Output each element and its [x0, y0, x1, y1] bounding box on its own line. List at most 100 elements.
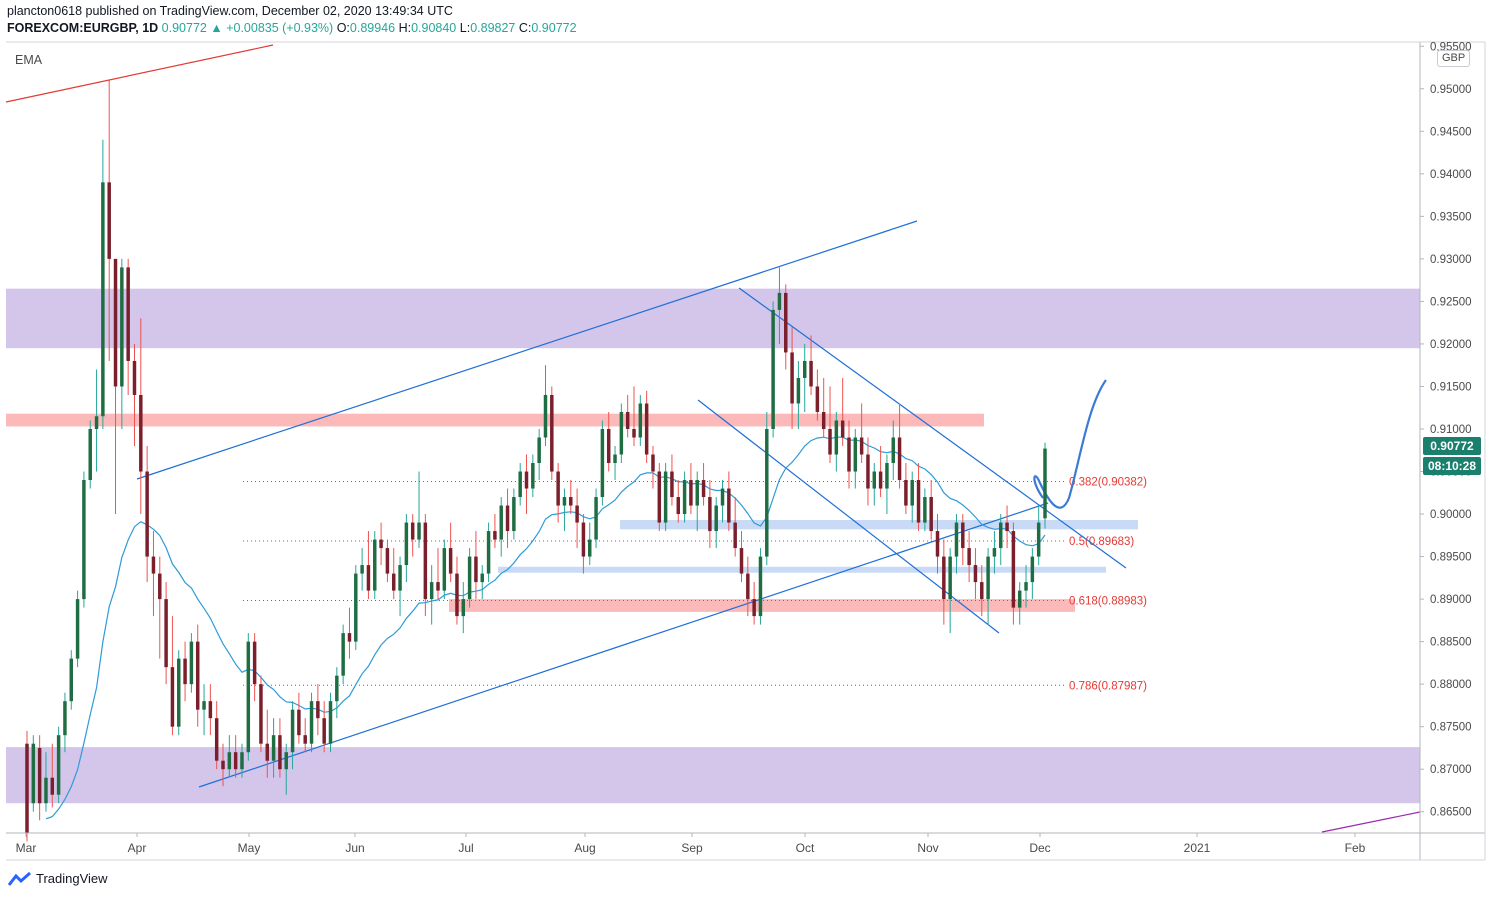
candle	[777, 267, 782, 344]
candle-body	[132, 360, 137, 395]
candle	[644, 390, 649, 464]
candle	[1036, 505, 1041, 566]
candle-body	[758, 556, 763, 617]
candle-body	[164, 599, 168, 668]
x-tick-label: Apr	[128, 841, 147, 855]
y-tick-label: 0.92000	[1430, 339, 1472, 351]
candle-body	[265, 743, 270, 761]
candle-body	[37, 747, 42, 804]
candle-body	[271, 735, 276, 761]
candle	[50, 743, 55, 808]
candle	[347, 607, 352, 659]
y-tick-label: 0.91000	[1430, 424, 1472, 436]
candle	[284, 743, 288, 795]
ema-indicator-label[interactable]: EMA	[15, 53, 43, 67]
x-tick-label: Oct	[796, 841, 815, 855]
symbol-label[interactable]: FOREXCOM:EURGBP, 1D	[7, 21, 159, 35]
candle-body	[961, 522, 965, 549]
last-price: 0.90772	[161, 21, 207, 35]
y-tick-label: 0.87000	[1430, 764, 1472, 776]
candle	[720, 480, 725, 523]
candle	[164, 582, 168, 685]
candle-body	[202, 701, 206, 710]
candle	[999, 514, 1003, 566]
candle-body	[878, 471, 883, 489]
candle-body	[410, 522, 415, 540]
axes-layer: 0.955000.950000.945000.940000.935000.930…	[6, 41, 1486, 861]
tradingview-logo[interactable]: TradingView	[8, 871, 108, 886]
candle-body	[335, 675, 339, 702]
candle	[543, 365, 548, 447]
candle-body	[44, 777, 48, 804]
candle	[980, 565, 984, 617]
candle	[1017, 582, 1022, 625]
x-tick-label: Dec	[1029, 841, 1050, 855]
candle-body	[208, 701, 213, 719]
candle-body	[689, 480, 693, 506]
candle	[101, 139, 105, 429]
candle-body	[866, 454, 870, 489]
blue-zone-4	[620, 520, 1138, 530]
candle	[113, 258, 118, 515]
candle	[499, 497, 503, 557]
candle	[834, 411, 839, 472]
candle	[132, 343, 137, 447]
ohlc-line: FOREXCOM:EURGBP, 1D 0.90772 ▲ +0.00835 (…	[7, 20, 577, 37]
candle-body	[935, 531, 940, 557]
y-tick-label: 0.88000	[1430, 679, 1472, 691]
candle-body	[948, 556, 952, 600]
candle	[708, 480, 712, 549]
candle-body	[859, 437, 864, 455]
candle	[429, 565, 434, 625]
candle-body	[448, 548, 453, 574]
x-tick-label: Mar	[16, 841, 37, 855]
candle-body	[139, 394, 143, 472]
candle-body	[322, 718, 326, 744]
candle	[322, 701, 326, 753]
low-value: 0.89827	[470, 21, 516, 35]
candle-body	[1043, 448, 1047, 519]
candle	[872, 463, 877, 506]
candle	[170, 616, 175, 736]
candle	[606, 411, 611, 472]
candle	[278, 718, 282, 778]
candle	[581, 514, 586, 574]
candle-body	[904, 480, 908, 506]
candle	[37, 735, 42, 821]
candle	[625, 394, 630, 438]
candle	[94, 369, 99, 472]
countdown-tag: 08:10:28	[1423, 457, 1481, 475]
tradingview-logo-icon	[8, 871, 31, 886]
candle	[790, 326, 794, 429]
candle-body	[562, 497, 567, 506]
candle	[120, 258, 124, 429]
candle-body	[1017, 590, 1022, 608]
candle	[303, 718, 307, 753]
candle-body	[821, 411, 826, 429]
candle-body	[404, 522, 409, 566]
candle-body	[158, 573, 162, 600]
candle-body	[278, 735, 282, 770]
candle	[31, 735, 36, 812]
candle-body	[916, 480, 921, 523]
candle	[758, 548, 763, 625]
candle-body	[663, 471, 668, 523]
candle-body	[252, 641, 257, 685]
candle	[600, 420, 605, 506]
candle-body	[638, 403, 643, 438]
candle	[828, 386, 832, 464]
currency-badge[interactable]: GBP	[1437, 50, 1471, 67]
candle-body	[284, 752, 288, 770]
candle	[986, 548, 990, 625]
price-change: ▲ +0.00835 (+0.93%)	[210, 21, 334, 35]
candle	[410, 514, 415, 557]
candle-body	[670, 471, 674, 498]
y-tick-label: 0.94500	[1430, 126, 1472, 138]
y-tick-label: 0.95000	[1430, 84, 1472, 96]
candle	[809, 335, 813, 395]
candle	[676, 480, 681, 523]
ema-layer	[45, 436, 1046, 820]
candles-layer	[25, 80, 1047, 842]
candle	[44, 752, 48, 812]
